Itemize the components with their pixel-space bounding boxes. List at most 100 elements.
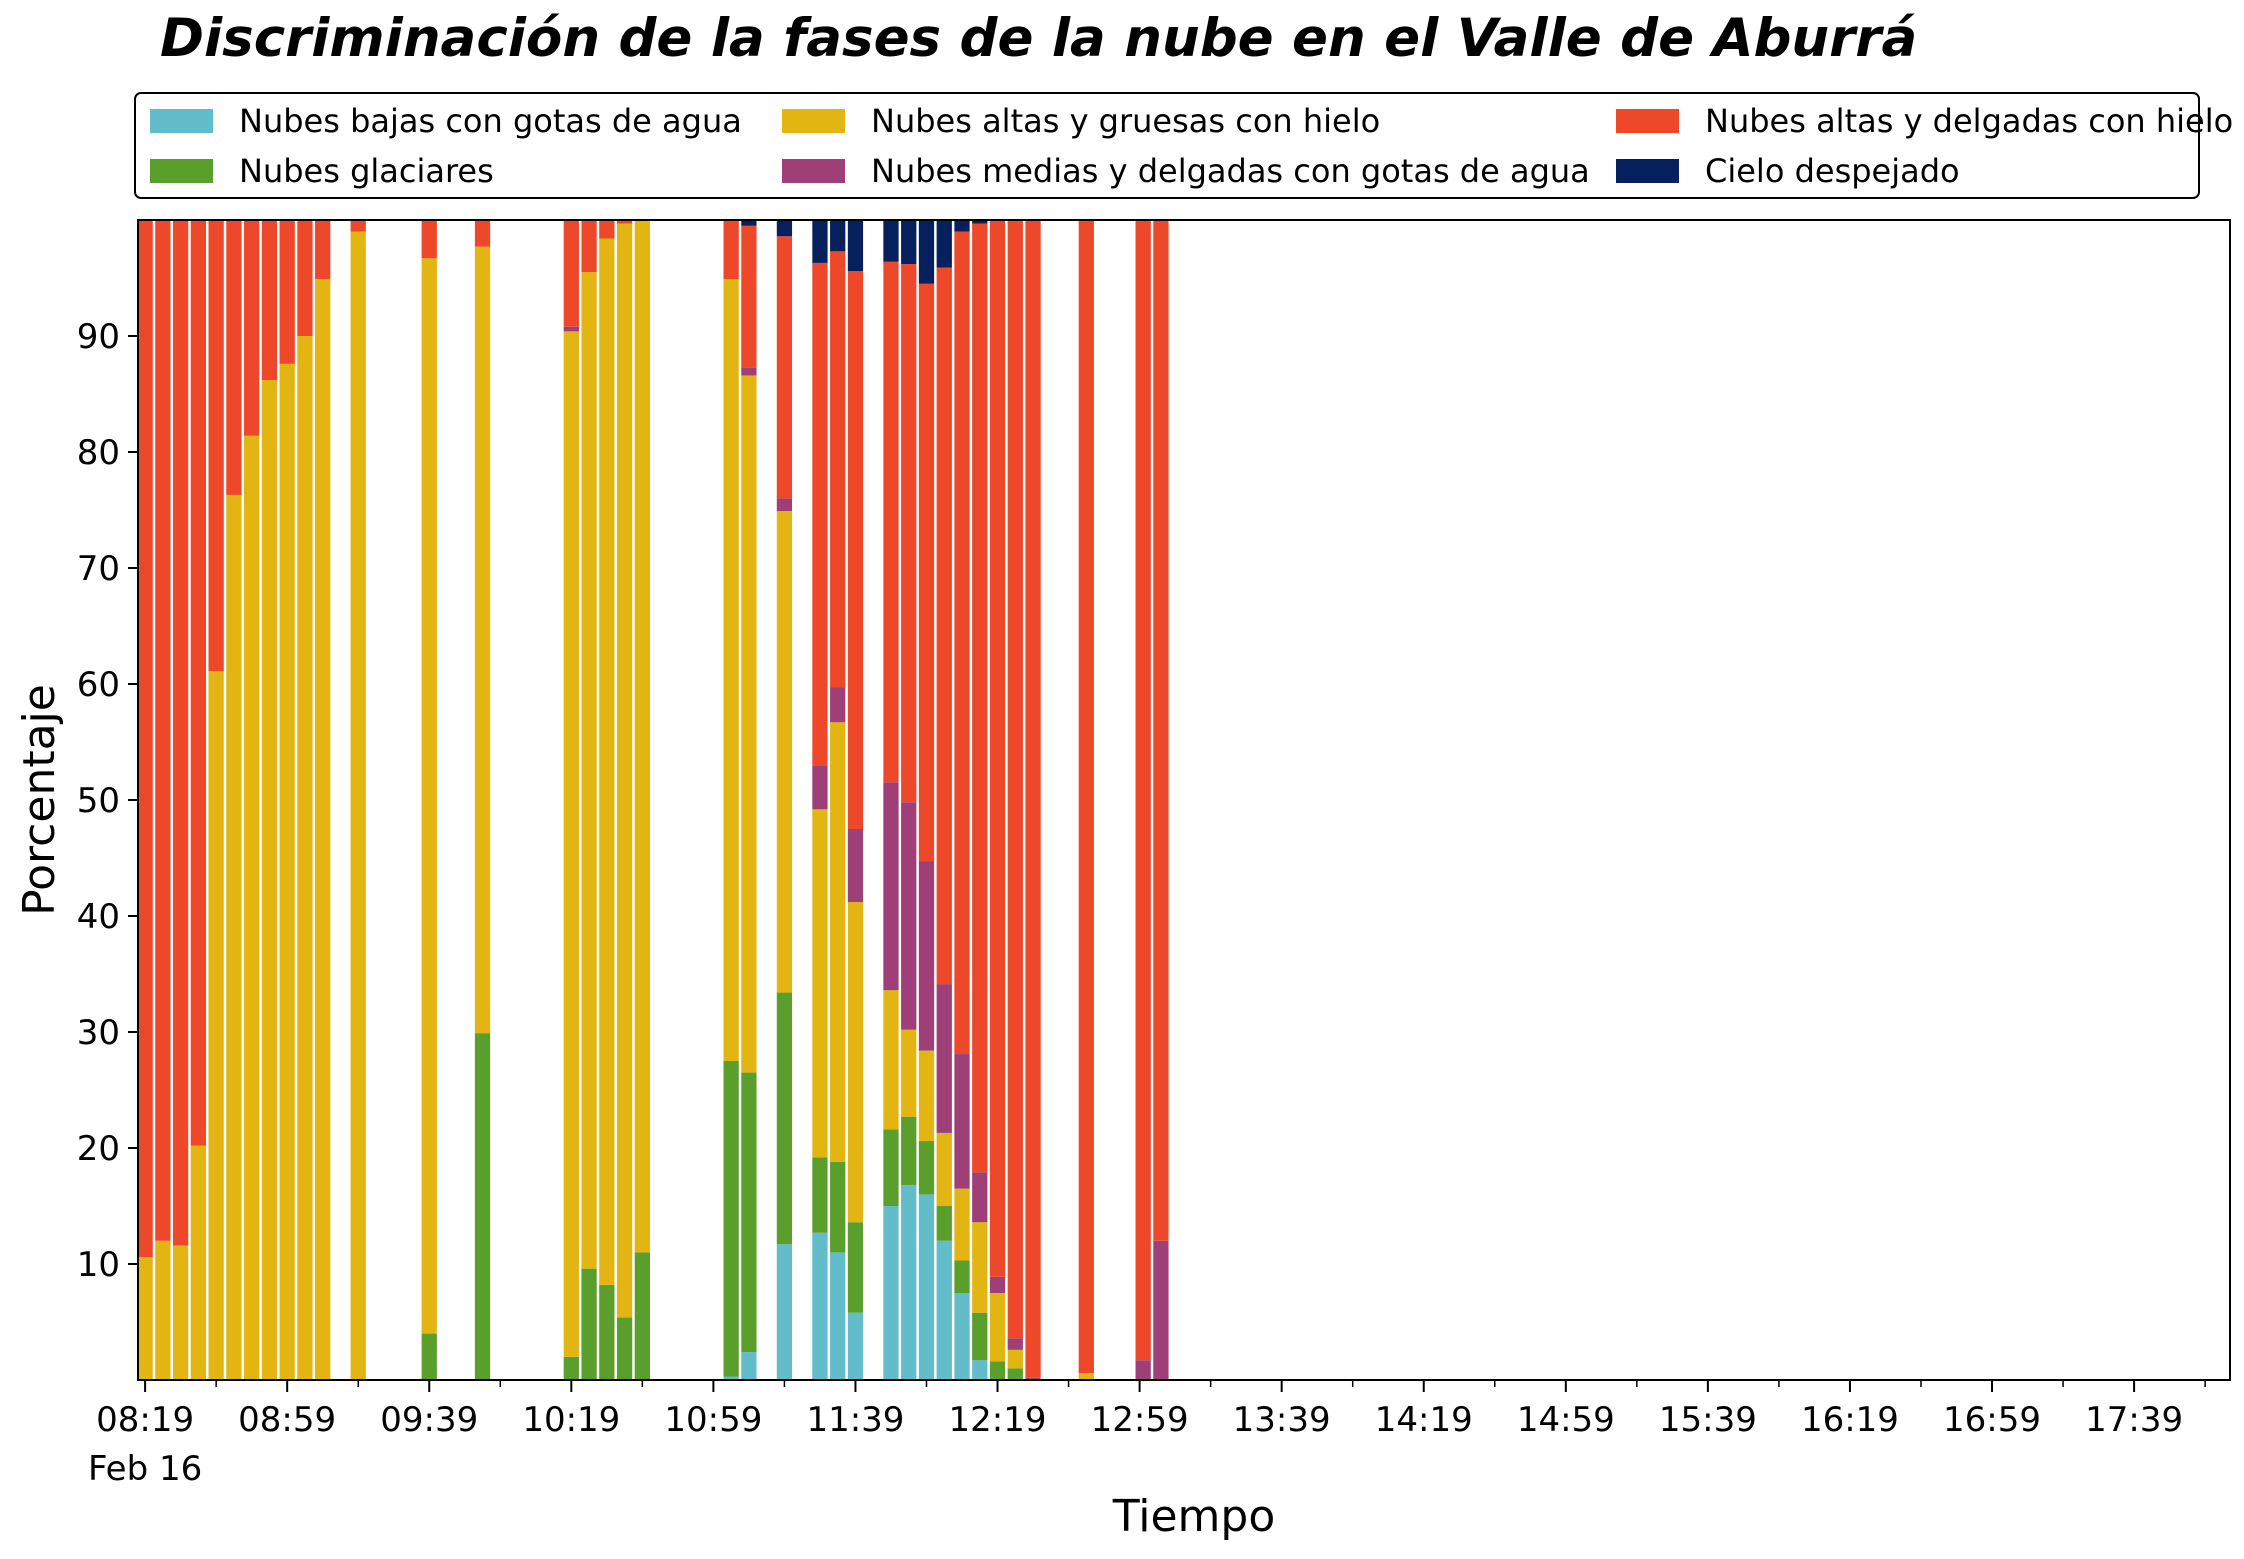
bar-segment (883, 220, 899, 262)
bar-segment (599, 1284, 615, 1380)
bar-segment (901, 1116, 917, 1186)
bar-segment (723, 1376, 739, 1380)
bar-segment (634, 1252, 650, 1380)
legend-label: Nubes glaciares (239, 152, 494, 190)
bar-segment (776, 236, 793, 499)
bar-segment (1135, 1360, 1151, 1380)
bar-segment (954, 1293, 970, 1380)
x-tick-label: 12:59 (1091, 1400, 1189, 1440)
bar-segment (901, 1029, 917, 1117)
bar-segment (421, 258, 437, 1334)
bar-segment (190, 1145, 207, 1380)
bar-segment (918, 1141, 935, 1195)
legend-label: Nubes altas y gruesas con hielo (871, 102, 1381, 140)
x-tick-label: 11:39 (806, 1400, 904, 1440)
bar-segment (474, 246, 491, 1034)
bar-segment (954, 220, 970, 232)
legend-item-mid-thin-water-clouds: Nubes medias y delgadas con gotas de agu… (782, 152, 1590, 190)
bar-segment (883, 1129, 899, 1206)
bar-segment (137, 220, 153, 1258)
bar-segment (776, 220, 793, 237)
bar-segment (172, 1245, 189, 1380)
bar-segment (918, 1050, 935, 1142)
bar-segment (847, 1312, 864, 1380)
bar-segment (1025, 220, 1041, 1378)
bar-segment (830, 220, 846, 252)
bar-segment (723, 220, 739, 280)
bar-segment (634, 220, 650, 1253)
bar-segment (208, 671, 224, 1380)
y-axis-label: Porcentaje (14, 684, 65, 916)
legend-label: Nubes altas y delgadas con hielo (1705, 102, 2234, 140)
bar-segment (155, 1240, 171, 1380)
bar-segment (563, 331, 579, 1357)
bar-segment (581, 1268, 597, 1380)
bar-segment (616, 223, 633, 1318)
bar-segment (830, 722, 846, 1162)
bar-segment (954, 231, 970, 1055)
legend-item-glacial-clouds: Nubes glaciares (150, 152, 494, 190)
bar-segment (830, 687, 846, 723)
y-tick-label: 90 (77, 317, 120, 357)
x-date-label: Feb 16 (88, 1449, 202, 1489)
bar-segment (972, 1312, 988, 1361)
bar-segment (901, 220, 917, 265)
bar-segment (421, 220, 437, 259)
bar-segment (954, 1188, 970, 1261)
legend-label: Nubes bajas con gotas de agua (239, 102, 742, 140)
legend-item-high-thick-ice-clouds: Nubes altas y gruesas con hielo (782, 102, 1380, 140)
bar-segment (812, 809, 828, 1158)
bar-segment (901, 802, 917, 1030)
x-tick-label: 17:39 (2085, 1400, 2183, 1440)
bar-segment (989, 220, 1006, 1277)
bar-segment (776, 498, 793, 512)
bar-segment (350, 220, 366, 232)
y-tick-label: 40 (77, 897, 120, 937)
legend: Nubes bajas con gotas de agua Nubes glac… (134, 92, 2233, 199)
x-tick-label: 15:39 (1659, 1400, 1757, 1440)
bar-segment (918, 283, 935, 862)
bar-segment (421, 1333, 437, 1380)
bar-segment (883, 1206, 899, 1380)
bar-segment (563, 220, 579, 327)
legend-swatch (782, 159, 845, 183)
bar-segment (741, 367, 757, 376)
bar-segment (226, 220, 242, 495)
bar-segment (1153, 220, 1169, 1241)
bar-segment (1007, 1349, 1023, 1369)
bar-segment (279, 220, 295, 364)
bar-segment (812, 262, 828, 766)
bar-segment (954, 1054, 970, 1189)
bar-segment (1135, 220, 1151, 1361)
legend-swatch (150, 109, 213, 133)
bar-segment (226, 494, 242, 1380)
bar-segment (563, 326, 579, 332)
legend-swatch (150, 159, 213, 183)
bar-segment (830, 1252, 846, 1380)
bar-segment (581, 272, 597, 1269)
bar-segment (776, 992, 793, 1245)
x-tick-label: 12:19 (949, 1400, 1047, 1440)
bar-segment (1153, 1240, 1169, 1380)
bar-segment (989, 1293, 1006, 1362)
y-tick-label: 10 (77, 1245, 120, 1285)
x-tick-label: 16:19 (1801, 1400, 1899, 1440)
bar-segment (936, 1206, 952, 1241)
x-tick-label: 13:39 (1233, 1400, 1331, 1440)
bar-segment (581, 220, 597, 273)
bar-segment (599, 220, 615, 239)
bar-segment (847, 1222, 864, 1313)
bar-segment (350, 231, 366, 1381)
y-tick-label: 80 (77, 433, 120, 473)
bar-segment (1007, 220, 1023, 1339)
chart-title: Discriminación de la fases de la nube en… (160, 8, 1918, 69)
bar-segment (137, 1257, 153, 1380)
bar-segment (244, 435, 260, 1380)
y-tick-label: 70 (77, 549, 120, 589)
legend-label: Nubes medias y delgadas con gotas de agu… (871, 152, 1590, 190)
bar-segment (989, 1276, 1006, 1293)
bar-segment (208, 220, 224, 672)
bar-segment (315, 220, 331, 280)
bar-segment (279, 363, 295, 1381)
